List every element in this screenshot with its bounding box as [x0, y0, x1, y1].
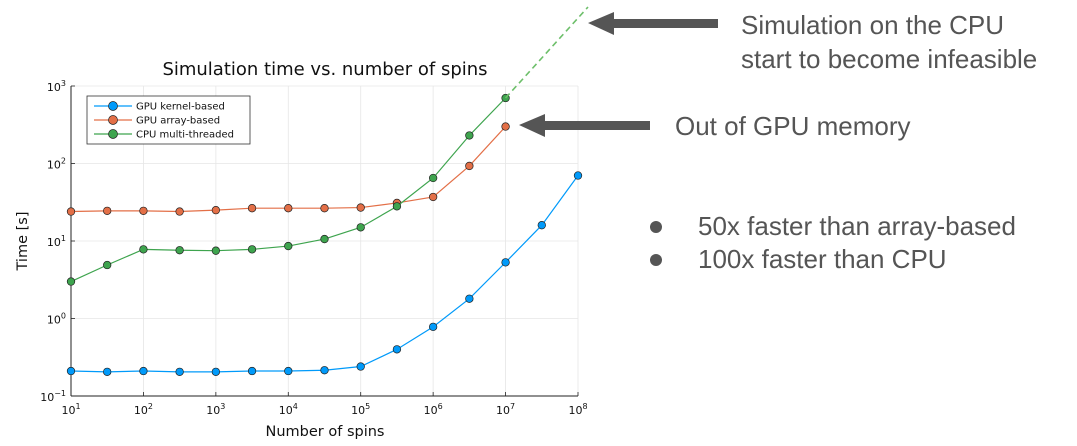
data-point: [103, 367, 112, 376]
data-point: [428, 192, 438, 202]
series-cpu-multi-threaded: [66, 93, 510, 286]
data-point: [320, 234, 329, 244]
series-layer: [66, 93, 583, 376]
bullet-dot: [650, 254, 662, 266]
legend-marker: [108, 115, 118, 125]
data-point: [284, 241, 293, 251]
data-point: [66, 366, 76, 376]
data-point: [428, 173, 438, 183]
data-point: [356, 362, 365, 371]
data-point: [175, 246, 184, 255]
data-point: [465, 161, 474, 171]
arrow-left-icon: [519, 114, 650, 137]
annotation-gpu-memory-text: Out of GPU memory: [675, 111, 911, 141]
data-point: [356, 203, 365, 212]
legend-label: GPU array-based: [136, 116, 220, 127]
data-point: [284, 204, 293, 213]
data-point: [465, 131, 474, 140]
x-tick-label: 102: [134, 402, 153, 417]
data-point: [573, 171, 583, 180]
bullet-item-cpu: 100x faster than CPU: [698, 244, 947, 274]
annotation-gpu-memory: Out of GPU memory: [519, 111, 911, 141]
data-point: [103, 260, 112, 270]
annotation-cpu-infeasible: Simulation on the CPU start to become in…: [588, 10, 1037, 74]
data-point: [392, 345, 402, 354]
y-tick-label: 101: [47, 234, 66, 249]
data-point: [211, 367, 221, 376]
data-point: [103, 206, 112, 215]
data-point: [392, 202, 402, 211]
data-point: [139, 245, 148, 254]
x-tick-label: 104: [279, 402, 298, 417]
cpu-extrapolation-line: [504, 6, 589, 99]
data-point: [284, 366, 293, 376]
data-point: [175, 207, 184, 216]
data-point: [320, 366, 329, 375]
legend-label: GPU kernel-based: [136, 102, 225, 113]
bullet-dot: [650, 221, 662, 233]
data-point: [501, 258, 510, 267]
bullet-list: 50x faster than array-based 100x faster …: [650, 211, 1016, 274]
data-point: [465, 294, 474, 303]
data-point: [501, 122, 510, 131]
arrow-left-icon: [588, 12, 718, 35]
annotation-cpu-line2: start to become infeasible: [741, 44, 1037, 74]
x-tick-label: 105: [351, 402, 370, 417]
x-tick-label: 103: [206, 402, 225, 417]
data-point: [247, 245, 257, 254]
x-tick-label: 108: [568, 402, 587, 417]
y-axis-ticks: 10−1 100 101 102 103: [40, 79, 75, 404]
data-point: [320, 204, 329, 213]
legend-marker: [108, 101, 118, 111]
y-tick-label: 102: [47, 157, 66, 172]
x-tick-label: 106: [424, 402, 443, 417]
data-point: [139, 206, 148, 215]
x-axis-ticks: 101 102 103 104 105 106 107 108: [61, 392, 588, 417]
data-point: [356, 223, 365, 232]
y-axis-label: Time [s]: [15, 212, 31, 272]
legend: GPU kernel-based GPU array-based CPU multi…: [86, 95, 251, 145]
y-tick-label: 103: [47, 79, 66, 94]
legend-marker: [108, 129, 118, 139]
y-tick-label: 100: [47, 312, 66, 327]
x-tick-label: 107: [496, 402, 515, 417]
y-tick-label: 10−1: [40, 389, 66, 404]
legend-label: CPU multi-threaded: [136, 130, 234, 141]
x-tick-label: 101: [61, 402, 80, 417]
data-point: [211, 246, 221, 255]
x-axis-label: Number of spins: [266, 424, 385, 440]
data-point: [247, 204, 257, 213]
data-point: [211, 206, 221, 215]
annotation-cpu-line1: Simulation on the CPU: [741, 10, 1004, 40]
data-point: [537, 221, 546, 230]
bullet-item-array: 50x faster than array-based: [698, 211, 1016, 241]
data-point: [175, 367, 184, 376]
chart-title: Simulation time vs. number of spins: [162, 59, 487, 80]
data-point: [66, 277, 76, 286]
data-point: [247, 366, 257, 376]
data-point: [139, 366, 148, 376]
data-point: [428, 322, 438, 332]
series-gpu-kernel-based: [66, 171, 583, 376]
data-point: [66, 207, 76, 216]
